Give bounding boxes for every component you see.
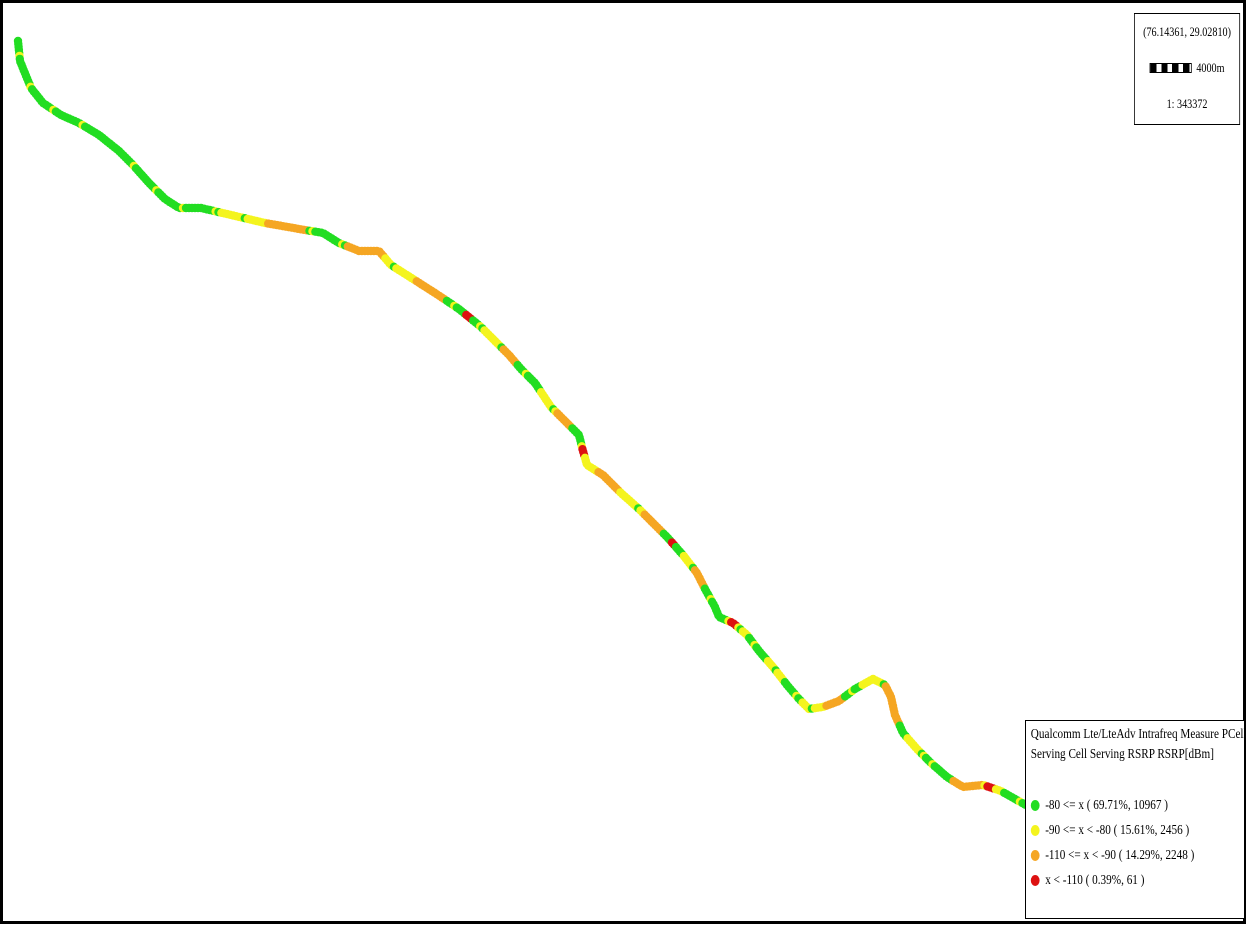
scale-bar-icon	[1149, 63, 1192, 73]
legend-item: -110 <= x < -90 ( 14.29%, 2248 )	[1030, 843, 1246, 868]
orange-dot-icon	[1030, 850, 1040, 861]
scale-box: (76.14361, 29.02810) 4000m 1: 343372	[1134, 13, 1241, 125]
drive-route-track	[13, 36, 1038, 814]
map-coordinate: (76.14361, 29.02810)	[1143, 24, 1231, 39]
yellow-dot-icon	[1030, 825, 1040, 836]
legend-list: -80 <= x ( 69.71%, 10967 ) -90 <= x < -8…	[1030, 793, 1246, 893]
scale-ratio: 1: 343372	[1166, 96, 1208, 111]
legend: Qualcomm Lte/LteAdv Intrafreq Measure PC…	[1025, 720, 1246, 919]
legend-item-label: x < -110 ( 0.39%, 61 )	[1045, 872, 1145, 888]
legend-item-label: -110 <= x < -90 ( 14.29%, 2248 )	[1045, 847, 1195, 863]
legend-item: -80 <= x ( 69.71%, 10967 )	[1030, 793, 1246, 818]
legend-item-label: -90 <= x < -80 ( 15.61%, 2456 )	[1045, 822, 1190, 838]
legend-item: x < -110 ( 0.39%, 61 )	[1030, 868, 1246, 893]
legend-item-label: -80 <= x ( 69.71%, 10967 )	[1045, 797, 1168, 813]
green-dot-icon	[1030, 800, 1040, 811]
scale-distance: 4000m	[1196, 60, 1225, 75]
red-dot-icon	[1030, 875, 1040, 886]
legend-title-line-2: Serving Cell Serving RSRP RSRP[dBm]	[1030, 747, 1214, 762]
legend-title-line-1: Qualcomm Lte/LteAdv Intrafreq Measure PC…	[1030, 727, 1246, 742]
legend-item: -90 <= x < -80 ( 15.61%, 2456 )	[1030, 818, 1246, 843]
